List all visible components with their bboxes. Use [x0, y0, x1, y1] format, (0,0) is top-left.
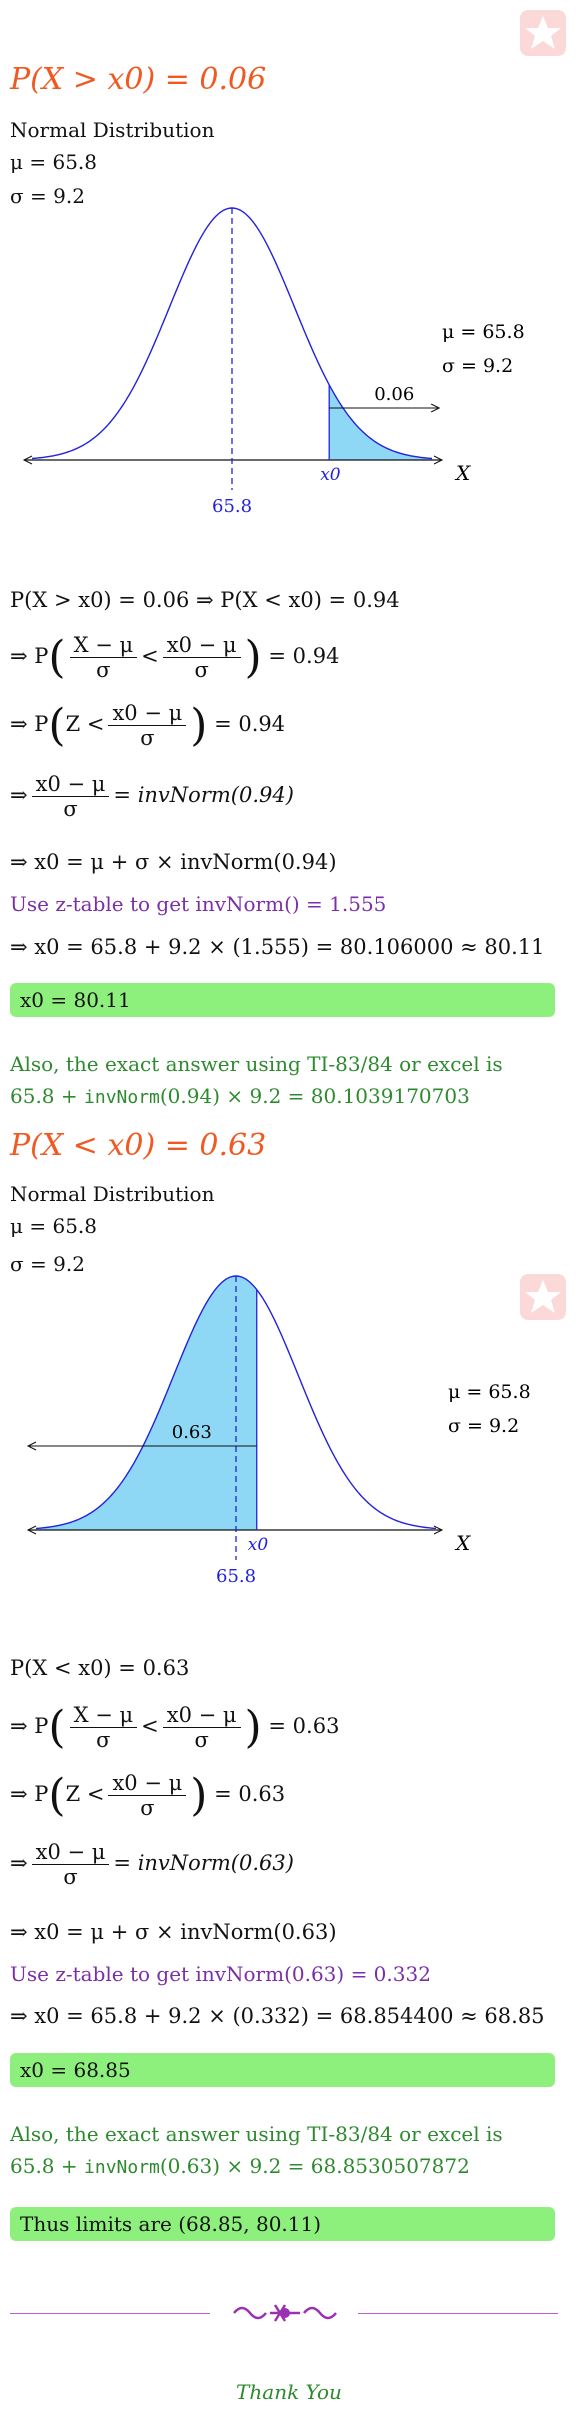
part2-step2-result: = 0.63: [268, 1714, 340, 1738]
part2-exact-func: invNorm: [84, 2157, 160, 2178]
x-axis-label: X: [454, 1531, 471, 1555]
z-prefix: Z <: [65, 712, 105, 736]
x-axis-arrow-right: [433, 1525, 444, 1535]
frac-numerator: x0 − μ: [31, 772, 110, 797]
part2-sigma: σ = 9.2: [10, 1252, 85, 1276]
implies-p: ⇒ P: [10, 712, 49, 736]
x-axis-arrow-right: [433, 455, 444, 465]
part1-answer-box: x0 = 80.11: [10, 983, 555, 1017]
part2-exact: 65.8 + invNorm(0.63) × 9.2 = 68.85305078…: [10, 2154, 470, 2178]
frac-numerator: X − μ: [69, 633, 138, 658]
part2-title: P(X < x0) = 0.63: [10, 1128, 267, 1163]
ornament-icon: [230, 2300, 340, 2326]
frac-numerator: x0 − μ: [108, 1771, 187, 1796]
part1-sigma: σ = 9.2: [10, 184, 85, 208]
part1-step1: P(X > x0) = 0.06 ⇒ P(X < x0) = 0.94: [10, 588, 400, 612]
part1-exact: 65.8 + invNorm(0.94) × 9.2 = 80.10391707…: [10, 1084, 470, 1108]
frac-denominator: σ: [140, 726, 155, 750]
frac-numerator: x0 − μ: [162, 1703, 241, 1728]
shaded-area: [36, 1276, 257, 1530]
x-axis-arrow-left: [26, 1525, 37, 1535]
implies-p: ⇒ P: [10, 1714, 49, 1738]
part1-exact-func: invNorm: [84, 1087, 160, 1108]
mean-label: 65.8: [216, 1566, 256, 1587]
part2-step2: ⇒ P(X − μ σ < x0 − μ σ) = 0.63: [10, 1702, 340, 1753]
part2-exact-post: (0.63) × 9.2 = 68.8530507872: [159, 2154, 470, 2178]
part1-dist-label: Normal Distribution: [10, 118, 215, 142]
part2-exact-pre: 65.8 +: [10, 2154, 85, 2178]
part1-step3-result: = 0.94: [214, 712, 286, 736]
legend-sigma: σ = 9.2: [442, 355, 513, 377]
frac-denominator: σ: [194, 1728, 209, 1752]
part2-step5: ⇒ x0 = μ + σ × invNorm(0.63): [10, 1920, 337, 1944]
frac-denominator: σ: [96, 1728, 111, 1752]
less-sign: <: [141, 644, 159, 668]
legend-mu: μ = 65.8: [448, 1381, 531, 1403]
mean-label: 65.8: [212, 496, 252, 517]
x0-label: x0: [320, 465, 341, 485]
part1-step4: ⇒ x0 − μ σ = invNorm(0.94): [10, 772, 294, 821]
implies-p: ⇒ P: [10, 1782, 49, 1806]
part2-ztable: Use z-table to get invNorm(0.63) = 0.332: [10, 1962, 431, 1986]
implies-sign: ⇒: [10, 783, 28, 807]
frac-numerator: x0 − μ: [162, 633, 241, 658]
watermark-star-icon: [518, 1272, 568, 1322]
legend-sigma: σ = 9.2: [448, 1415, 519, 1437]
part2-answer-box: x0 = 68.85: [10, 2053, 555, 2087]
part1-step6: ⇒ x0 = 65.8 + 9.2 × (1.555) = 80.106000 …: [10, 935, 545, 959]
part2-step4: ⇒ x0 − μ σ = invNorm(0.63): [10, 1840, 294, 1889]
part2-step4-rhs: = invNorm(0.63): [113, 1851, 294, 1875]
part1-step5: ⇒ x0 = μ + σ × invNorm(0.94): [10, 850, 337, 874]
part1-mu: μ = 65.8: [10, 150, 98, 174]
frac-denominator: σ: [194, 658, 209, 682]
x-axis-arrow-left: [22, 455, 33, 465]
part2-step3: ⇒ P(Z < x0 − μ σ) = 0.63: [10, 1770, 286, 1821]
part2-step3-result: = 0.63: [214, 1782, 286, 1806]
part1-ztable: Use z-table to get invNorm() = 1.555: [10, 892, 387, 916]
implies-sign: ⇒: [10, 1851, 28, 1875]
part1-exact-post: (0.94) × 9.2 = 80.1039170703: [159, 1084, 470, 1108]
frac-denominator: σ: [96, 658, 111, 682]
frac-denominator: σ: [140, 1796, 155, 1820]
area-label: 0.63: [172, 1422, 212, 1443]
area-arrow-head: [430, 403, 441, 413]
limits-box: Thus limits are (68.85, 80.11): [10, 2207, 555, 2241]
frac-numerator: x0 − μ: [108, 701, 187, 726]
part1-exact-pre: 65.8 +: [10, 1084, 85, 1108]
part2-normal-chart: 0.63 Xx0 65.8 μ = 65.8 σ = 9.2: [26, 1275, 531, 1587]
part1-normal-chart: 0.06 Xx0 65.8 μ = 65.8 σ = 9.2: [22, 207, 525, 517]
divider-left: [10, 2313, 210, 2314]
implies-p: ⇒ P: [10, 644, 49, 668]
part2-step1: P(X < x0) = 0.63: [10, 1656, 190, 1680]
frac-denominator: σ: [63, 1865, 78, 1889]
part2-mu: μ = 65.8: [10, 1214, 98, 1238]
frac-numerator: x0 − μ: [31, 1840, 110, 1865]
area-label: 0.06: [374, 384, 414, 405]
frac-denominator: σ: [63, 797, 78, 821]
area-arrow-head: [26, 1441, 37, 1451]
part1-step3: ⇒ P(Z < x0 − μ σ) = 0.94: [10, 700, 286, 751]
divider-right: [358, 2313, 558, 2314]
part2-step6: ⇒ x0 = 65.8 + 9.2 × (0.332) = 68.854400 …: [10, 2004, 545, 2028]
part1-step2-result: = 0.94: [268, 644, 340, 668]
less-sign: <: [141, 1714, 159, 1738]
part2-dist-label: Normal Distribution: [10, 1182, 215, 1206]
part2-also: Also, the exact answer using TI-83/84 or…: [10, 2122, 503, 2146]
frac-numerator: X − μ: [69, 1703, 138, 1728]
shaded-area: [329, 384, 432, 460]
x0-label: x0: [248, 1535, 269, 1555]
x-axis-label: X: [454, 461, 471, 485]
watermark-star-icon: [518, 8, 568, 58]
z-prefix: Z <: [65, 1782, 105, 1806]
part1-step2: ⇒ P(X − μ σ < x0 − μ σ) = 0.94: [10, 632, 340, 683]
part1-also: Also, the exact answer using TI-83/84 or…: [10, 1052, 503, 1076]
part1-step4-rhs: = invNorm(0.94): [113, 783, 294, 807]
legend-mu: μ = 65.8: [442, 321, 525, 343]
part1-title: P(X > x0) = 0.06: [10, 62, 267, 97]
thank-you: Thank You: [236, 2380, 342, 2404]
